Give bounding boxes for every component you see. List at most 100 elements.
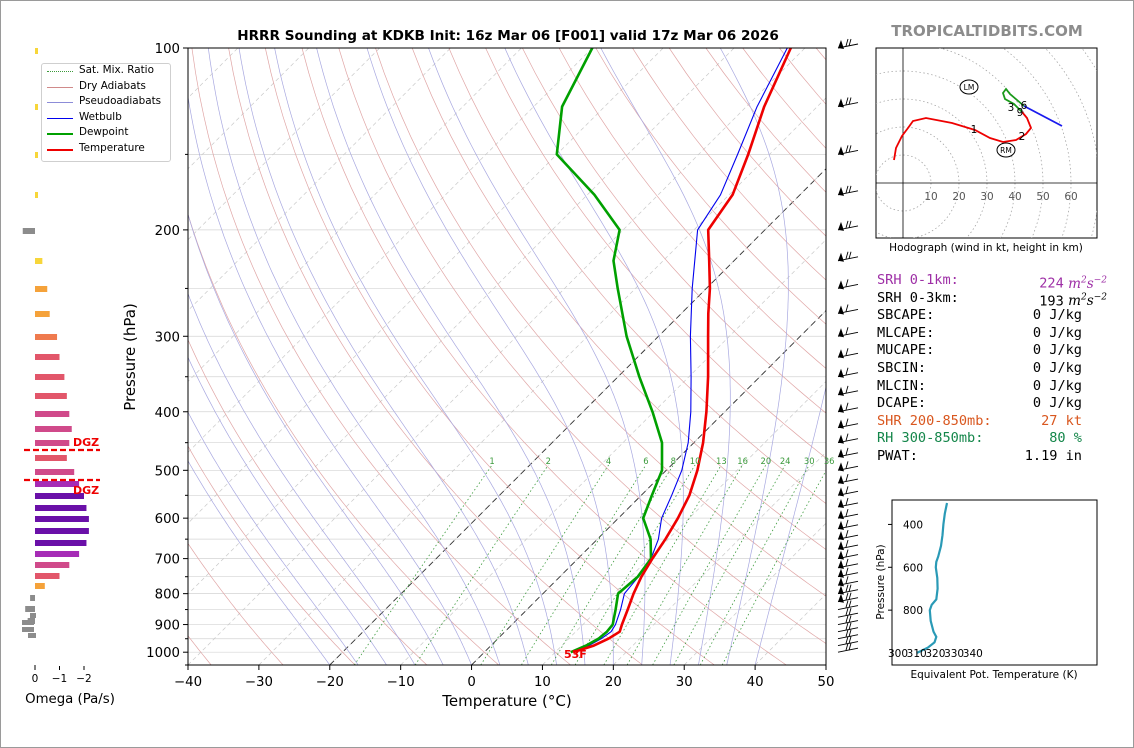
wind-barb-feather [845, 251, 849, 259]
wind-barb-flag [838, 568, 844, 578]
legend-item: Pseudoadiabats [42, 95, 170, 111]
legend-swatch [47, 86, 73, 88]
x-tick-label: −20 [316, 675, 344, 690]
stat-value: 193 m2s−2 [1039, 290, 1107, 311]
stat-number: 0 J/kg [1032, 377, 1082, 394]
dry-adiabat-line [338, 48, 826, 645]
isotherm-line [188, 48, 664, 524]
hodograph-ring-label: 20 [952, 191, 965, 203]
wind-barb-flag [838, 186, 844, 196]
omega-bar [35, 192, 38, 198]
mixing-ratio-line [603, 464, 722, 665]
x-tick-label: 20 [605, 675, 622, 690]
hodograph-height-label: 2 [1019, 131, 1026, 143]
y-tick-label: 900 [155, 619, 180, 634]
stat-row: MLCIN: 0 J/kg [877, 378, 1117, 396]
hodograph-marker [996, 142, 1016, 158]
omega-bar [35, 311, 50, 317]
stat-value: 0 J/kg [1033, 395, 1082, 413]
omega-bar [35, 440, 70, 446]
omega-bar [35, 505, 87, 511]
wind-barb-feather [848, 185, 852, 193]
wind-barb-flag [838, 403, 844, 413]
isotherm-line [188, 48, 522, 382]
omega-bar [35, 469, 75, 475]
pseudoadiabat-line [188, 94, 472, 665]
mixing-ratio-line [652, 464, 767, 665]
dry-adiabat-line [485, 48, 826, 459]
stat-value: 224 m2s−2 [1039, 272, 1107, 293]
omega-bar [35, 493, 84, 499]
hodograph-marker-label: LM [964, 83, 975, 92]
stat-row: MLCAPE: 0 J/kg [877, 325, 1117, 343]
hodograph-ring-label: 10 [924, 191, 937, 203]
wind-barb-flag [838, 498, 844, 508]
wind-barb-feather [848, 97, 852, 105]
mixing-ratio-label: 24 [780, 456, 791, 466]
theta-e-y-tick-label: 600 [903, 562, 923, 574]
stat-row: SHR 200-850mb: 27 kt [877, 413, 1117, 431]
stat-label: MLCIN: [877, 377, 927, 394]
x-tick-label: 30 [676, 675, 693, 690]
stat-label: SHR 200-850mb: [877, 412, 992, 429]
y-tick-label: 800 [155, 588, 180, 603]
wind-barb-feather [845, 608, 849, 616]
x-tick-label: −40 [174, 675, 202, 690]
isotherm-line [471, 310, 826, 665]
wind-barb-feather [845, 433, 849, 441]
wind-barb-feather [848, 251, 852, 259]
wind-barb-flag [838, 475, 844, 485]
dry-adiabat-line [188, 542, 284, 665]
theta-e-y-tick-label: 400 [903, 519, 923, 531]
legend-label: Temperature [79, 141, 145, 154]
omega-bar [35, 573, 60, 579]
omega-bar [30, 595, 35, 601]
pseudoadiabat-line [188, 460, 331, 665]
hodograph-clip [876, 48, 1097, 238]
pseudoadiabat-line [274, 48, 557, 665]
wind-barb-feather [845, 418, 849, 426]
wind-barb-flag [838, 252, 844, 262]
dewpoint-line [555, 48, 664, 654]
omega-bar [35, 426, 72, 432]
skewt-grid-lines [188, 48, 826, 665]
mixing-ratio-label: 20 [761, 456, 772, 466]
theta-e-x-tick-label: 310 [907, 648, 927, 660]
omega-bar [22, 228, 35, 234]
stat-row: SBCIN: 0 J/kg [877, 360, 1117, 378]
wind-barb-flag [838, 98, 844, 108]
wind-barb-flag [838, 386, 844, 396]
wind-barb-feather [845, 509, 849, 517]
temperature-line [572, 48, 792, 654]
stat-row: SRH 0-3km: 193 m2s−2 [877, 290, 1117, 311]
stat-number: 0 J/kg [1032, 324, 1082, 341]
omega-tick-label: −1 [52, 673, 67, 685]
hodograph-panel: 10 20 30 40 50 60 1 2 3 69 LM RM Hodograph (wind in … [875, 47, 1098, 254]
legend-item: Dry Adiabats [42, 80, 170, 96]
stat-value: 0 J/kg [1033, 360, 1082, 378]
stat-label: RH 300-850mb: [877, 430, 984, 447]
omega-tick-label: 0 [32, 673, 39, 685]
wind-barb-feather [845, 304, 849, 312]
wind-barb-flag [838, 577, 844, 587]
isotherm-minus20-line [329, 168, 826, 665]
y-tick-label: 1000 [146, 646, 180, 661]
wind-barb-feather [845, 576, 849, 584]
wind-barb-flag [838, 559, 844, 569]
legend-swatch [47, 102, 73, 103]
theta-e-x-tick-label: 320 [925, 648, 945, 660]
stat-label: SRH 0-1km: [877, 272, 959, 288]
wind-barb-feather [845, 38, 849, 47]
wind-barb-feather [848, 220, 852, 229]
stat-row: MUCAPE: 0 J/kg [877, 342, 1117, 360]
wind-barb-feather [845, 600, 849, 608]
stat-number: 27 kt [1041, 412, 1082, 429]
wind-barb-feather [848, 584, 852, 592]
omega-bar [35, 551, 80, 557]
dgz-label: DGZ [73, 436, 99, 449]
isotherm-line [329, 168, 826, 665]
mixing-ratio-label: 36 [824, 456, 835, 466]
theta-e-x-tick-label: 340 [963, 648, 983, 660]
wind-barb-feather [845, 629, 849, 637]
pseudoadiabat-line [754, 385, 826, 665]
